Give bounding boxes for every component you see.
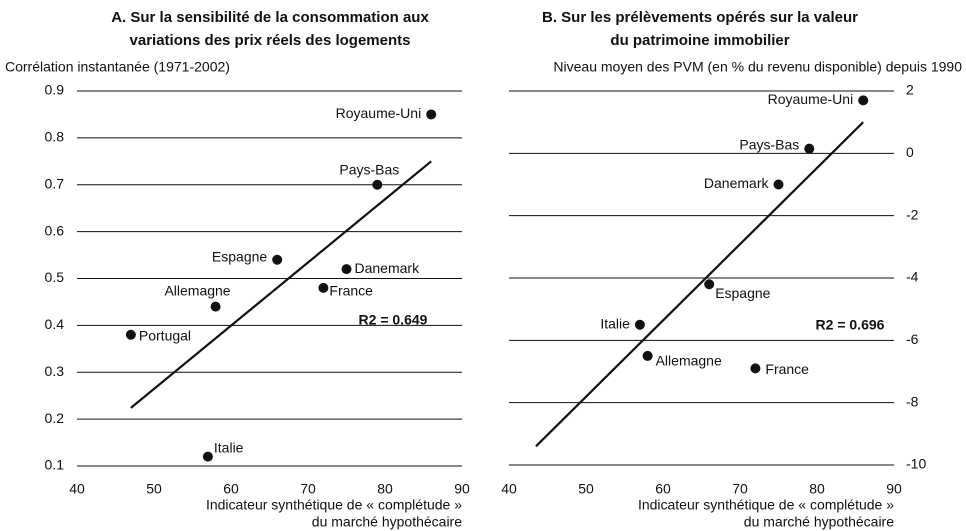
point	[372, 179, 383, 190]
x-tick-label: 70	[300, 481, 316, 497]
y-tick-label: -4	[906, 269, 919, 285]
chart-title: B. Sur les prélèvements opérés sur la va…	[542, 9, 858, 26]
x-tick-label: 70	[732, 481, 748, 497]
point-label: France	[765, 361, 809, 377]
y-tick-label: -8	[906, 393, 919, 409]
point	[125, 329, 136, 340]
y-tick-label: 0.4	[45, 316, 65, 332]
point-label: France	[329, 283, 373, 299]
point	[634, 319, 645, 330]
y-tick-label: 0.9	[45, 82, 65, 98]
y-tick-label: -6	[906, 331, 919, 347]
x-axis-label: du marché hypothécaire	[312, 514, 462, 530]
x-axis-label: Indicateur synthétique de « complétude »	[638, 497, 894, 513]
x-tick-label: 80	[809, 481, 825, 497]
annotation: R2 = 0.649	[359, 312, 428, 328]
point	[642, 350, 653, 361]
point-label: Allemagne	[656, 353, 722, 369]
point-label: Royaume-Uni	[768, 91, 854, 107]
y-tick-label: 0.3	[45, 363, 65, 379]
chart-title: A. Sur la sensibilité de la consommation…	[111, 9, 429, 26]
x-axis-label: Indicateur synthétique de « complétude »	[206, 497, 462, 513]
point	[318, 282, 329, 293]
x-tick-label: 40	[69, 481, 85, 497]
point	[272, 254, 283, 265]
point-label: Espagne	[212, 248, 267, 264]
point-label: Pays-Bas	[339, 161, 399, 177]
point-label: Allemagne	[164, 282, 230, 298]
point	[804, 143, 815, 154]
point-label: Italie	[600, 315, 630, 331]
chart-title: du patrimoine immobilier	[610, 32, 789, 49]
x-tick-label: 80	[377, 481, 393, 497]
point	[341, 264, 352, 275]
chart-title: variations des prix réels des logements	[130, 32, 411, 49]
point-label: Italie	[214, 439, 244, 455]
point	[704, 279, 715, 290]
point-label: Espagne	[715, 285, 770, 301]
trend-line	[535, 121, 864, 448]
x-axis-label: du marché hypothécaire	[744, 514, 894, 530]
trend-line	[130, 160, 432, 409]
point-label: Pays-Bas	[739, 136, 799, 152]
x-tick-label: 50	[578, 481, 594, 497]
x-tick-label: 40	[501, 481, 517, 497]
point-label: Royaume-Uni	[336, 105, 422, 121]
point	[750, 363, 761, 374]
y-tick-label: -2	[906, 206, 919, 222]
y-tick-label: 0.1	[45, 457, 65, 473]
annotation: R2 = 0.696	[816, 317, 885, 333]
point	[210, 301, 221, 312]
y-tick-label: 0	[906, 144, 914, 160]
y-axis-label: Corrélation instantanée (1971-2002)	[5, 59, 230, 75]
point	[858, 95, 869, 106]
point-label: Portugal	[139, 327, 191, 343]
x-tick-label: 90	[886, 481, 902, 497]
y-tick-label: -10	[906, 456, 926, 472]
x-tick-label: 60	[223, 481, 239, 497]
point	[202, 451, 213, 462]
y-tick-label: 0.5	[45, 269, 65, 285]
y-tick-label: 0.2	[45, 410, 65, 426]
point-label: Danemark	[355, 260, 421, 276]
x-tick-label: 60	[655, 481, 671, 497]
x-tick-label: 90	[454, 481, 470, 497]
y-axis-label: Niveau moyen des PVM (en % du revenu dis…	[553, 59, 962, 75]
point	[773, 179, 784, 190]
point-label: Danemark	[704, 175, 770, 191]
y-tick-label: 0.6	[45, 222, 65, 238]
y-tick-label: 2	[906, 82, 914, 98]
y-tick-label: 0.8	[45, 129, 65, 145]
y-tick-label: 0.7	[45, 175, 65, 191]
point	[426, 109, 437, 120]
x-tick-label: 50	[146, 481, 162, 497]
